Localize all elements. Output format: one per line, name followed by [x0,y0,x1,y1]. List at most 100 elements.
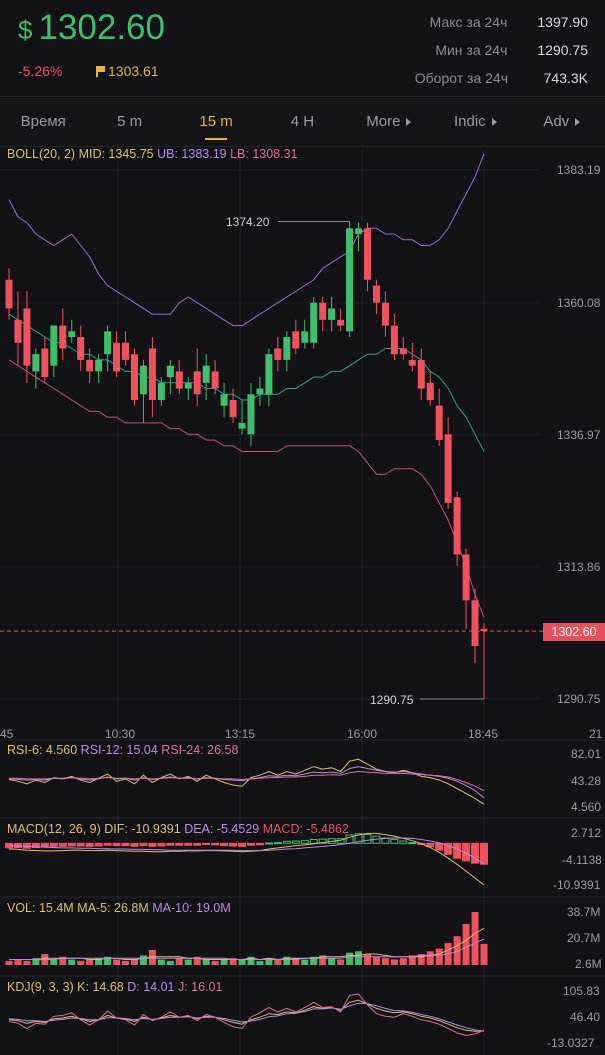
volume-bar [130,959,138,965]
stats-panel: Макс за 24ч 1397.90 Мин за 24ч 1290.75 О… [415,8,588,92]
vol-ma10-line [9,938,485,960]
macd-histogram-bar [229,842,238,847]
tab-more[interactable]: More [346,97,432,146]
volume-bar [363,954,371,965]
volume-bar [238,959,246,965]
tab-advanced[interactable]: Adv [519,97,605,146]
volume-bar [59,956,67,965]
macd-value: MACD: -5.4862 [262,822,349,836]
vol-ma10: MA-10: 19.0M [152,901,231,915]
volume-bar [292,958,300,965]
price-axis-label: 1290.75 [557,692,601,706]
volume-bar [337,959,345,965]
candle-body [346,228,354,332]
kdj-d: D: 14.01 [127,980,175,994]
candle-body [471,600,479,647]
candle-body [23,308,31,366]
candle-body [363,228,371,280]
macd-legend: MACD(12, 26, 9) DIF: -10.9391 DEA: -5.45… [7,822,349,836]
volume-bar [157,959,165,965]
macd-histogram-bar [175,842,184,846]
macd-histogram-bar [184,842,193,846]
macd-histogram-bar [354,833,363,844]
time-axis-label: 18:45 [468,727,499,741]
tab-15m[interactable]: 15 m [173,97,259,146]
volume-bar [319,955,327,965]
tab-5m[interactable]: 5 m [117,113,143,130]
high-annotation: 1374.20 [226,215,270,229]
vol-axis-label: 38.7M [567,905,601,919]
boll-upper-line [8,153,485,327]
macd-histogram-bar [49,842,58,847]
macd-histogram-bar [435,842,444,851]
macd-histogram-bar [480,842,488,865]
candle-body [310,302,318,343]
volume-bar [5,960,13,965]
candle-body [238,422,246,429]
stat-low-24h: Мин за 24ч 1290.75 [415,36,588,64]
volume-bar [256,960,264,965]
rsi6-line [8,758,485,805]
candle-body [202,365,210,383]
volume-bar [95,958,103,965]
candle-body [220,394,228,406]
candle-body [166,365,174,378]
rsi12-line [8,766,485,799]
volume-bar [184,959,192,965]
volume-bar [220,959,228,965]
candle-body [328,308,336,320]
tab-more-label: More [366,113,401,130]
rsi-legend: RSI-6: 4.560 RSI-12: 15.04 RSI-24: 26.58 [7,743,238,757]
candle-body [435,405,443,441]
vol-ma5-line [9,927,485,961]
boll-mid: MID: 1345.75 [78,147,154,161]
candle-body [68,331,76,338]
candle-body [193,371,201,395]
candle-body [95,359,103,372]
macd-histogram-bar [282,840,291,844]
last-price-value: 1302.60 [38,8,165,47]
candle-body [256,388,264,395]
kdj-k-line [8,999,485,1032]
candle-body [41,348,49,378]
candle-body [50,325,58,366]
stat-label: Мин за 24ч [435,42,508,58]
boll-lb: LB: 1308.31 [230,147,298,161]
rsi24-line [9,770,485,792]
kdj-d-line [8,1002,485,1032]
candle-body [390,325,398,355]
volume-bar [381,958,389,965]
volume-bar [453,936,461,965]
candle-body [417,359,425,389]
candle-body [399,348,407,355]
tab-4h[interactable]: 4 H [290,113,315,130]
tab-indicators[interactable]: Indic [432,97,518,146]
kdj-j: J: 16.01 [177,980,223,994]
volume-bar [310,956,318,965]
stat-label: Макс за 24ч [429,14,508,30]
macd-axis-label: -10.9391 [553,878,601,892]
macd-histogram-bar [31,842,40,849]
candle-body [130,354,138,400]
rsi-axis-label: 4.560 [571,800,602,814]
candle-body [381,302,389,326]
interval-tabs: Время 5 m 15 m 4 H More Indic Adv [0,96,605,147]
last-price: $ 1302.60 [18,8,165,48]
volume-bar [50,959,58,965]
stat-label: Оборот за 24ч [414,70,508,86]
tab-time[interactable]: Время [20,113,66,130]
kdj-label: KDJ(9, 3, 3) [7,980,74,994]
macd-axis-label: 2.712 [571,826,602,840]
flag-icon [96,65,105,77]
candle-body [86,359,94,372]
macd-histogram-bar [76,842,85,847]
macd-histogram-bar [291,840,300,844]
candle-body [265,354,273,395]
volume-bar [435,948,443,965]
volume-bar [301,959,309,965]
candle-body [184,382,192,389]
low-annotation: 1290.75 [370,693,414,707]
price-axis-label: 1383.19 [557,163,601,177]
macd-histogram-bar [309,839,318,844]
